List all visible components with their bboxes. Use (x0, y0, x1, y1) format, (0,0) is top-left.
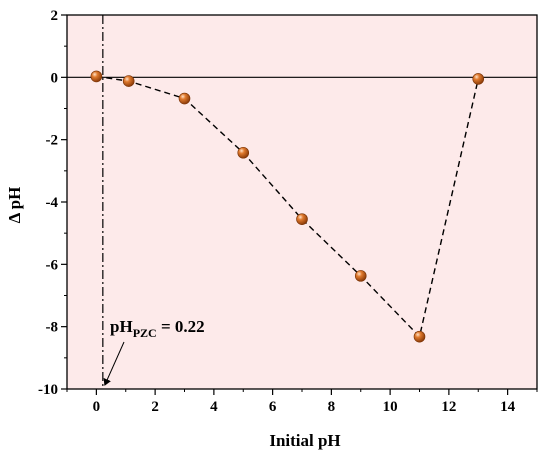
x-tick-label: 4 (210, 399, 218, 415)
x-axis-label: Initial pH (269, 431, 340, 450)
pzc-annotation-subscript: PZC (133, 326, 157, 340)
x-tick-label: 2 (151, 399, 159, 415)
data-point (90, 70, 103, 83)
pzc-annotation: pHPZC = 0.22 (103, 317, 205, 386)
data-point (296, 213, 308, 225)
data-connector-line (96, 75, 479, 339)
pzc-arrow (103, 341, 125, 386)
data-point (413, 330, 426, 343)
x-tick-label: 14 (500, 399, 516, 415)
x-tick-label: 10 (383, 399, 398, 415)
x-tick-label: 0 (93, 399, 101, 415)
pzc-annotation-suffix: = 0.22 (157, 317, 205, 336)
data-point (472, 73, 485, 85)
y-tick-label: 0 (51, 70, 59, 86)
y-tick-label: -10 (38, 382, 58, 398)
x-tick-label: 12 (441, 399, 456, 415)
y-tick-label: -4 (46, 195, 59, 211)
data-point (237, 146, 250, 159)
data-point (122, 75, 135, 87)
y-axis-label: Δ pH (5, 187, 24, 224)
data-point (354, 270, 367, 282)
y-tick-label: -6 (46, 257, 59, 273)
pzc-annotation-prefix: pH (110, 317, 133, 336)
svg-text:pHPZC = 0.22: pHPZC = 0.22 (110, 317, 205, 340)
x-tick-label: 6 (269, 399, 277, 415)
data-point (178, 92, 191, 105)
plot-frame (66, 14, 538, 390)
y-tick-label: -2 (46, 133, 59, 149)
y-tick-label: -8 (46, 320, 59, 336)
x-tick-label: 8 (328, 399, 336, 415)
y-tick-label: 2 (51, 8, 59, 24)
